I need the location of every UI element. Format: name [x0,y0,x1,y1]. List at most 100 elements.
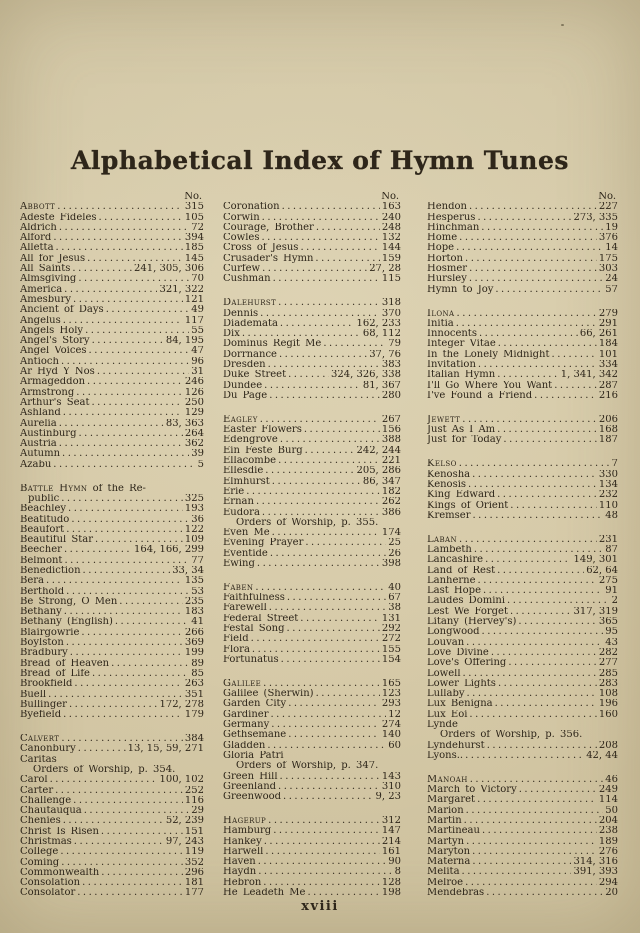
index-entry: He Leadeth Me 198 [223,888,401,898]
tune-name: Belmont [20,555,63,566]
tune-name: Ewing [223,558,255,569]
index-entry: Hagerup 312 [223,816,401,826]
tune-name: Beaufort [20,524,65,535]
dot-leader [57,202,183,212]
tune-name: Mendebras [427,888,485,899]
dot-leader [83,566,171,576]
dot-leader [323,339,386,349]
index-entry: Ilona 279 [427,309,618,319]
index-entry: Almsgiving 70 [20,274,204,284]
dot-leader [68,504,183,514]
hymn-page-numbers: 100, 102 [159,775,204,786]
tune-name: Abbott [20,202,55,212]
dot-leader [315,254,379,264]
dot-leader [251,634,380,644]
hymn-page-numbers: 175 [598,253,618,264]
index-entry: Easter Flowers 156 [223,425,401,435]
dot-leader [485,555,571,565]
tune-name: Erie [223,486,245,497]
hymn-page-numbers: 27, 28 [369,264,401,275]
index-entry: Just As I Am 168 [427,425,618,435]
group-gap [223,569,401,583]
hymn-page-numbers: 151 [184,826,204,837]
index-entry: Carol 100, 102 [20,775,204,785]
index-entry: Armageddon 246 [20,377,204,387]
entry-list: Hendon 227 Hesperus 273, 335 Hinchman 19 Home 3… [427,202,618,898]
tune-name: Dennis [223,308,259,319]
tune-name: Ein Feste Burg [223,445,303,456]
index-entry: Arthur's Seat 250 [20,398,204,408]
dot-leader [482,627,604,637]
dot-leader [60,847,183,857]
group-gap [427,761,618,775]
index-entry: Germany 274 [223,720,401,730]
tune-name: Bethany [20,607,62,618]
index-entry: Hankey 214 [223,837,401,847]
dot-leader [59,223,189,233]
hymn-page-numbers: 324, 326, 338 [331,370,401,381]
dot-leader [281,655,380,665]
tune-name: Curfew [223,264,261,275]
dot-leader [73,295,183,305]
hymn-page-numbers: 293 [381,699,401,710]
dot-leader [260,309,380,319]
dot-leader [272,477,361,487]
tune-name-smallcaps: Kelso [427,459,457,470]
dot-leader [95,535,183,545]
index-entry: Ar Hyd Y Nos 31 [20,367,204,377]
tune-name: Laudes Domini [427,596,506,607]
tune-name: Edengrove [223,435,278,446]
tune-name: Azabu [20,459,52,470]
tune-name: Farewell [223,603,267,614]
tune-name: Integer Vitae [427,339,496,350]
dot-leader [456,319,597,329]
index-entry: Bread of Life 85 [20,669,204,679]
index-entry: Gethsemane 140 [223,730,401,740]
dot-leader [307,888,379,898]
index-note: Orders of Worship, p. 354. [20,765,204,775]
tune-name: Calvert [20,734,59,744]
paper-speck [561,24,564,26]
dot-leader [278,298,380,308]
dot-leader [111,659,189,669]
dot-leader [459,459,610,469]
hymn-page-numbers: 154 [381,654,401,665]
dot-leader [465,254,597,264]
dot-leader [462,415,597,425]
hymn-page-numbers: 273, 335 [573,212,618,223]
dot-leader [486,888,603,898]
hymn-page-numbers: 37, 76 [369,349,401,360]
hymn-page-numbers: 199 [184,648,204,659]
hymn-page-numbers: 123 [381,689,401,700]
dot-leader [487,741,597,751]
index-entry: Louvan 43 [427,638,618,648]
tune-name-smallcaps: Laban [427,534,458,545]
dot-leader [497,566,584,576]
index-entry: Aldrich 72 [20,223,204,233]
hymn-page-numbers: 262 [381,497,401,508]
page-title: Alphabetical Index of Hymn Tunes [71,146,569,175]
index-columns: No. Abbott315Adeste Fideles105Aldrich72A… [20,192,618,899]
hymn-page-numbers: 181 [184,878,204,889]
dot-leader [61,858,183,868]
index-entry: Maryton 276 [427,847,618,857]
dot-leader [64,285,157,295]
tune-name: Haydn [223,867,257,878]
dot-leader [495,699,597,709]
tune-name: Dresden [223,360,266,371]
dot-leader [469,710,596,720]
hymn-page-numbers: 145 [184,253,204,264]
hymn-page-numbers: 49 [191,305,204,316]
dot-leader [66,587,189,597]
dot-leader [257,559,380,569]
index-entry: Courage, Brother 248 [223,223,401,233]
index-entry: Beautiful Star 109 [20,535,204,545]
index-entry: Harwell 161 [223,847,401,857]
index-entry: Battle Hymn of the Re- [20,484,204,494]
tune-name: Antioch [20,356,59,367]
dot-leader [74,837,164,847]
index-entry: Coronation 163 [223,202,401,212]
dot-leader [479,329,578,339]
hymn-page-numbers: 164, 166, 299 [134,545,204,556]
tune-name: Manoah [427,775,468,785]
